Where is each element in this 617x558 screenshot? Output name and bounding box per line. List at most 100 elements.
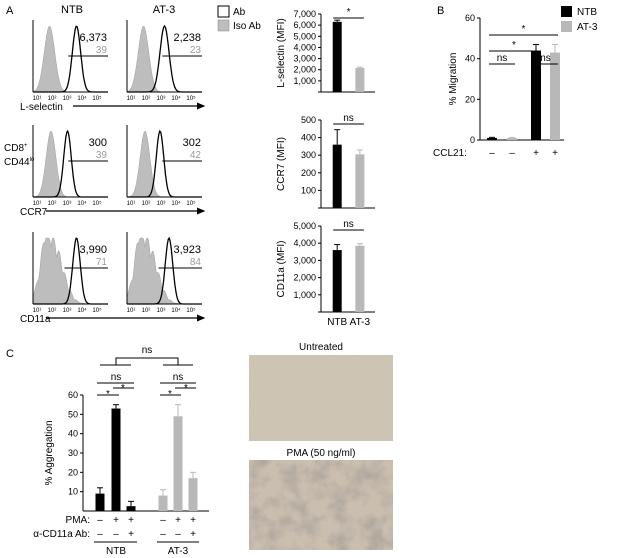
bar: [173, 416, 183, 511]
histogram-x-tick: 10²: [48, 308, 57, 314]
row1-mark: +: [175, 515, 181, 526]
row1-label: PMA:: [66, 515, 90, 526]
histogram-ab-mfi: 302: [183, 137, 201, 149]
y-axis-label: CCR7 (MFI): [276, 137, 287, 191]
y-tick-label: 50: [68, 409, 78, 419]
bar: [355, 245, 365, 312]
histogram-x-tick: 10⁴: [171, 200, 181, 207]
histogram-x-tick: 10⁴: [77, 307, 87, 314]
significance-label: *: [512, 40, 516, 51]
y-tick-label: 500: [301, 115, 316, 125]
histogram-iso-mfi: 39: [96, 150, 108, 161]
bar: [332, 144, 342, 208]
significance-label: ns: [111, 372, 122, 383]
micrograph-untreated-texture: [249, 355, 393, 441]
row1-mark: +: [128, 515, 134, 526]
x-category-label: AT-3: [350, 317, 371, 328]
row2-mark: –: [113, 529, 119, 540]
row1-mark: +: [190, 515, 196, 526]
histogram-x-tick: 10⁴: [77, 95, 87, 102]
histogram-iso-mfi: 39: [96, 45, 108, 56]
group-label: NTB: [106, 546, 126, 557]
y-tick-label: 0: [470, 135, 475, 145]
histogram-ab-mfi: 300: [89, 137, 107, 149]
histogram-iso-mfi: 84: [190, 257, 202, 268]
significance-label: ns: [142, 345, 153, 356]
row2-mark: –: [160, 529, 166, 540]
y-tick-label: 40: [68, 429, 78, 439]
histogram-x-tick: 10¹: [33, 308, 42, 314]
row1-mark: +: [113, 515, 119, 526]
legend-iso-swatch: [217, 19, 230, 32]
flow-col-at3: AT-3: [153, 4, 175, 16]
treatment-mark: +: [552, 148, 558, 159]
y-tick-label: 5,000: [293, 31, 316, 41]
histogram-x-tick: 10³: [63, 308, 72, 314]
row2-mark: –: [175, 529, 181, 540]
y-tick-label: 2,000: [293, 273, 316, 283]
flow-marker-label: CD11a: [20, 314, 51, 325]
row1-mark: –: [97, 515, 103, 526]
y-axis-label: % Aggregation: [44, 420, 55, 485]
significance-label: *: [347, 7, 351, 18]
bar: [550, 52, 560, 140]
bar: [158, 495, 168, 511]
bar: [111, 408, 121, 511]
chart-migration: 0 20 40 60 % Migration ns * ns * CCL21: – – + +: [433, 13, 564, 159]
flow-marker-label: CCR7: [20, 207, 48, 218]
group-label: AT-3: [168, 546, 189, 557]
bar: [188, 478, 198, 511]
histogram-x-tick: 10⁴: [171, 95, 181, 102]
y-axis-label: CD11a (MFI): [276, 240, 287, 297]
y-tick-label: 20: [68, 467, 78, 477]
histogram-x-tick: 10¹: [127, 201, 136, 207]
bar: [95, 493, 105, 511]
micrograph-bottom-title: PMA (50 ng/ml): [287, 448, 356, 459]
chart-cd11a: 1,000 2,000 3,000 4,000 5,000 CD11a (MFI) ns NT…: [276, 219, 375, 328]
histogram-x-tick: 10¹: [33, 96, 42, 102]
y-tick-label: 4,000: [293, 238, 316, 248]
histogram-x-tick: 10²: [142, 201, 151, 207]
legend-ab-swatch: [217, 5, 230, 18]
y-tick-label: 1,000: [293, 76, 316, 86]
histogram-x-tick: 10⁵: [92, 200, 102, 207]
y-tick-label: 20: [465, 94, 475, 104]
row2-mark: +: [128, 529, 134, 540]
y-tick-label: 5,000: [293, 221, 316, 231]
y-tick-label: 7,000: [293, 9, 316, 19]
treatment-mark: +: [533, 148, 539, 159]
chart-ccr7: 100 200 300 400 500 CCR7 (MFI) ns: [276, 113, 375, 209]
significance-label: ns: [540, 53, 551, 64]
significance-label: ns: [173, 372, 184, 383]
bar: [332, 250, 342, 312]
legend-iso-label: Iso Ab: [233, 21, 261, 32]
bar: [332, 21, 342, 92]
significance-label: *: [184, 383, 188, 394]
bar: [531, 50, 541, 140]
flow-row-label-line1: CD8+: [4, 143, 28, 154]
y-tick-label: 60: [465, 13, 475, 23]
histogram-x-tick: 10⁵: [92, 95, 102, 102]
treatment-mark: –: [489, 148, 495, 159]
y-tick-label: 60: [68, 390, 78, 400]
histogram-ab-mfi: 3,923: [173, 244, 201, 256]
histogram-x-tick: 10⁴: [77, 200, 87, 207]
row2-mark: –: [97, 529, 103, 540]
x-category-label: NTB: [327, 317, 347, 328]
row2-label: α-CD11a Ab:: [33, 529, 90, 540]
legend-ab-label: Ab: [233, 7, 246, 18]
histogram-x-tick: 10²: [142, 308, 151, 314]
histogram-x-tick: 10³: [157, 201, 166, 207]
histogram-x-tick: 10⁴: [171, 307, 181, 314]
histogram-x-tick: 10²: [48, 201, 57, 207]
histogram-x-tick: 10²: [48, 96, 57, 102]
legend-at3-label: AT-3: [577, 22, 598, 33]
histogram-iso-mfi: 42: [190, 150, 202, 161]
histogram-x-tick: 10⁵: [92, 307, 102, 314]
legend-ntb-swatch: [561, 6, 572, 17]
histogram-iso-mfi: 71: [96, 257, 108, 268]
